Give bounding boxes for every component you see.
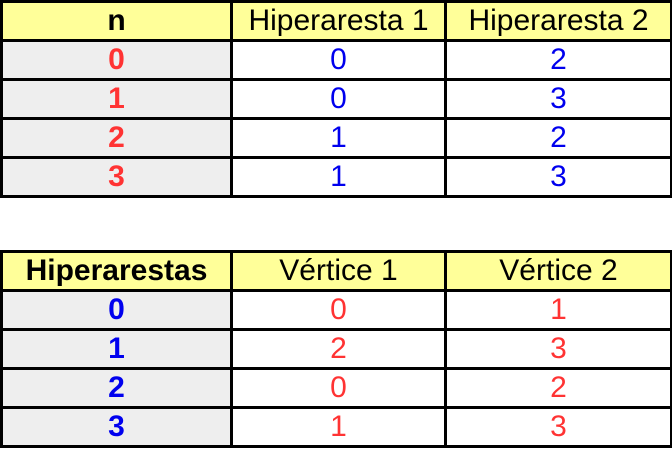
row-key-cell: 3: [0, 156, 233, 198]
value-cell: 1: [230, 117, 447, 159]
value-cell: 1: [230, 406, 447, 448]
row-key-cell: 3: [0, 406, 233, 448]
value-cell: 0: [230, 78, 447, 120]
value-cell: 2: [444, 117, 672, 159]
column-header-hiperarestas: Hiperarestas: [0, 250, 233, 292]
value-cell: 2: [444, 367, 672, 409]
column-header-vertice-2: Vértice 2: [444, 250, 672, 292]
hyperedge-vertex-table: Hiperarestas Vértice 1 Vértice 2 0 0 1 1…: [0, 250, 672, 448]
value-cell: 1: [444, 289, 672, 331]
column-header-n: n: [0, 0, 233, 42]
row-key-cell: 1: [0, 78, 233, 120]
value-cell: 0: [230, 39, 447, 81]
row-key-cell: 0: [0, 289, 233, 331]
column-header-hiperaresta-1: Hiperaresta 1: [230, 0, 447, 42]
value-cell: 3: [444, 78, 672, 120]
row-key-cell: 2: [0, 117, 233, 159]
value-cell: 3: [444, 406, 672, 448]
table-row: 2 1 2: [0, 117, 672, 159]
table-row: 2 0 2: [0, 367, 672, 409]
value-cell: 3: [444, 156, 672, 198]
vertex-hyperedge-table: n Hiperaresta 1 Hiperaresta 2 0 0 2 1 0 …: [0, 0, 672, 198]
row-key-cell: 0: [0, 39, 233, 81]
row-key-cell: 2: [0, 367, 233, 409]
value-cell: 3: [444, 328, 672, 370]
row-key-cell: 1: [0, 328, 233, 370]
value-cell: 0: [230, 289, 447, 331]
value-cell: 1: [230, 156, 447, 198]
value-cell: 2: [230, 328, 447, 370]
table-row: 0 0 1: [0, 289, 672, 331]
column-header-hiperaresta-2: Hiperaresta 2: [444, 0, 672, 42]
table-row: 1 0 3: [0, 78, 672, 120]
table-row: 0 0 2: [0, 39, 672, 81]
table-header-row: Hiperarestas Vértice 1 Vértice 2: [0, 250, 672, 292]
column-header-vertice-1: Vértice 1: [230, 250, 447, 292]
table-header-row: n Hiperaresta 1 Hiperaresta 2: [0, 0, 672, 42]
value-cell: 2: [444, 39, 672, 81]
table-row: 3 1 3: [0, 406, 672, 448]
table-row: 3 1 3: [0, 156, 672, 198]
value-cell: 0: [230, 367, 447, 409]
table-row: 1 2 3: [0, 328, 672, 370]
